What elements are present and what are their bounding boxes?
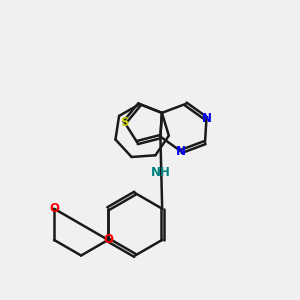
Text: O: O [103,233,113,246]
Text: NH: NH [151,166,171,179]
Text: O: O [49,202,59,215]
Text: N: N [176,145,186,158]
Text: N: N [202,112,212,125]
Text: S: S [120,116,129,129]
